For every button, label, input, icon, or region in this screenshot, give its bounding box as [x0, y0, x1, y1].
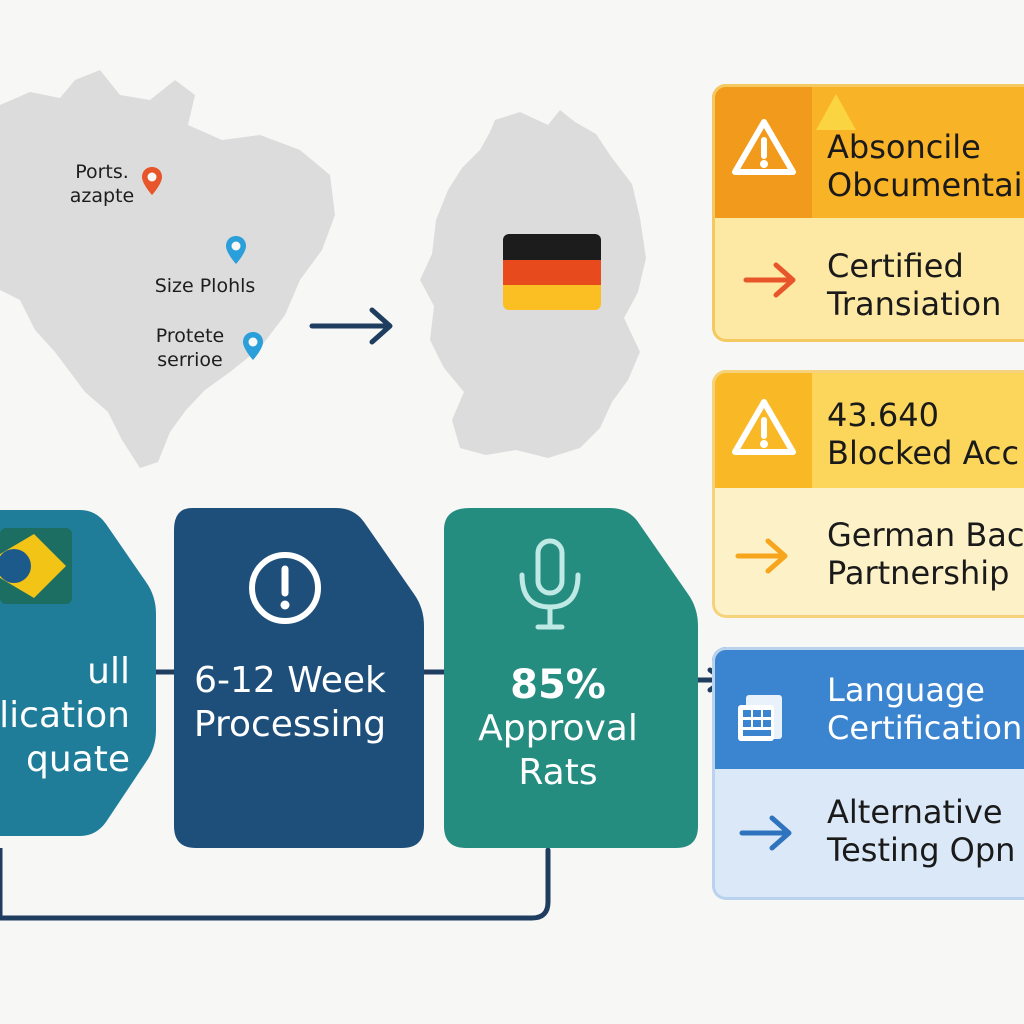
card-1-header-accent	[812, 84, 1024, 218]
stage-3-line2: Approval	[478, 708, 638, 749]
origin-label-1: Ports. azapte	[52, 160, 152, 208]
card-1-border	[712, 84, 1024, 342]
card-3-header-text: Language Certification	[827, 671, 1022, 747]
brazil-map-shape	[0, 70, 335, 468]
stage-1-text: ull lication quate	[0, 650, 130, 782]
origin-label-1-line1: Ports.	[75, 161, 129, 183]
arrow-right-icon	[743, 262, 796, 298]
card-2-header-text: 43.640 Blocked Acc	[827, 396, 1019, 472]
card-1-body-line2: Transiation	[827, 285, 1002, 323]
card-2-header-accent	[812, 370, 1024, 488]
microphone-icon	[519, 538, 581, 630]
stage-2-line1: 6-12 Week	[194, 660, 386, 701]
card-2-body-text: German Bac Partnership	[827, 516, 1024, 592]
map-transfer-arrow	[309, 307, 393, 345]
stage-1-line2: lication	[0, 695, 130, 736]
stage-1-line1: ull	[87, 651, 130, 692]
flag-stripe-gold	[503, 285, 601, 310]
arrow-right-icon	[739, 815, 792, 851]
card-2-body-line2: Partnership	[827, 554, 1010, 592]
location-pin-icon	[226, 236, 246, 264]
origin-label-1-line2: azapte	[69, 185, 135, 207]
brazil-flag-icon	[0, 528, 72, 604]
card-3-header-line1: Language	[827, 671, 985, 709]
stage-3-line1: 85%	[510, 662, 606, 708]
alert-circle-icon	[249, 552, 321, 624]
origin-label-3: Protete serrioe	[140, 324, 240, 372]
card-3-body-line1: Alternative	[827, 793, 1003, 831]
card-1-header-text: Absoncile Obcumentai	[827, 128, 1023, 204]
stage-1-line3: quate	[26, 739, 130, 780]
location-pin-icon	[142, 167, 162, 195]
card-3-border	[712, 647, 1024, 900]
location-pin-icon	[243, 332, 263, 360]
document-grid-icon	[738, 695, 782, 741]
feedback-loop-line	[0, 847, 551, 921]
card-3-header-line2: Certification	[827, 709, 1023, 747]
card-2-border	[712, 370, 1024, 618]
card-3-body-text: Alternative Testing Opn	[827, 793, 1015, 869]
card-1-body-text: Certified Transiation	[827, 247, 1001, 323]
flag-stripe-black	[503, 234, 601, 260]
origin-label-2-line1: Size Plohls	[154, 275, 256, 297]
stage-3-line3: Rats	[518, 752, 598, 793]
warning-icon	[732, 119, 796, 175]
card-1-header-line1: Absoncile	[827, 128, 981, 166]
stage-box-2	[174, 508, 424, 848]
card-2-body	[712, 488, 1024, 618]
card-blocked-account: 43.640 Blocked Acc German Bac Partnershi…	[712, 370, 1024, 618]
stage-box-3	[444, 508, 698, 848]
card-3-body-line2: Testing Opn	[827, 831, 1016, 869]
stage-2-line2: Processing	[193, 704, 387, 745]
stage-3-text: 85% Approval Rats	[448, 663, 668, 795]
stage-2-text: 6-12 Week Processing	[180, 659, 400, 747]
card-2-body-line1: German Bac	[827, 516, 1024, 554]
card-documentation: Absoncile Obcumentai Certified Transiati…	[712, 84, 1024, 342]
card-language-certification: Language Certification Alternative Testi…	[712, 647, 1024, 900]
warning-badge-icon	[816, 94, 856, 130]
origin-label-3-line2: serrioe	[157, 349, 223, 371]
card-2-header-line1: 43.640	[827, 396, 939, 434]
warning-icon	[732, 399, 796, 455]
germany-flag-icon	[503, 234, 601, 310]
arrow-right-icon	[735, 538, 788, 574]
origin-label-3-line1: Protete	[155, 325, 225, 347]
card-2-header-line2: Blocked Acc	[827, 434, 1020, 472]
card-1-body-line1: Certified	[827, 247, 964, 285]
origin-label-2: Size Plohls	[150, 274, 260, 298]
card-1-header-line2: Obcumentai	[827, 166, 1023, 204]
flag-stripe-red	[503, 260, 601, 285]
